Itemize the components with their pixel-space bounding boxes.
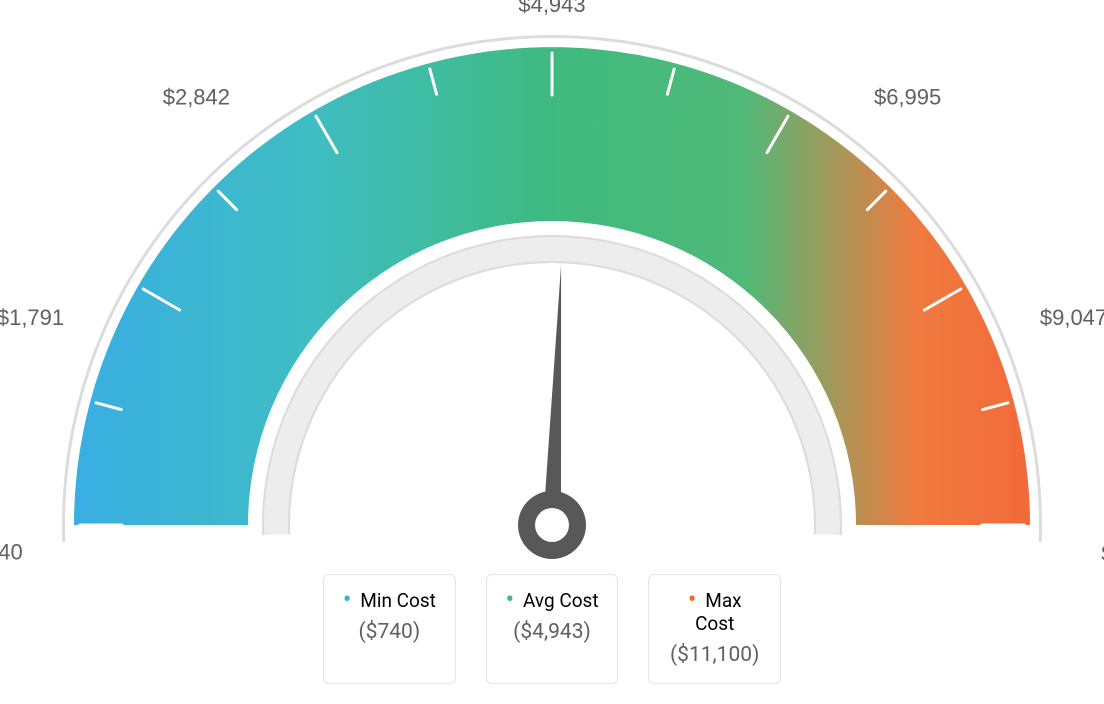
legend-max-label-text: Max Cost	[695, 589, 742, 635]
legend-avg-label: • Avg Cost	[505, 589, 600, 612]
legend-avg-dot: •	[505, 585, 514, 615]
legend-min-dot: •	[343, 585, 352, 615]
legend-max-box: • Max Cost ($11,100)	[648, 574, 781, 684]
gauge-chart: $740$1,791$2,842$4,943$6,995$9,047$11,10…	[0, 0, 1104, 560]
svg-text:$9,047: $9,047	[1040, 305, 1104, 330]
gauge-chart-container: $740$1,791$2,842$4,943$6,995$9,047$11,10…	[0, 0, 1104, 564]
legend-min-box: • Min Cost ($740)	[323, 574, 456, 684]
legend-max-dot: •	[688, 585, 697, 615]
legend-avg-value: ($4,943)	[505, 620, 600, 644]
svg-text:$1,791: $1,791	[0, 305, 64, 330]
legend-min-label-text: Min Cost	[360, 589, 436, 612]
legend-min-value: ($740)	[342, 620, 437, 644]
svg-text:$4,943: $4,943	[518, 0, 585, 17]
svg-text:$6,995: $6,995	[874, 85, 941, 110]
legend-avg-box: • Avg Cost ($4,943)	[486, 574, 619, 684]
legend-min-label: • Min Cost	[342, 589, 437, 612]
legend-avg-label-text: Avg Cost	[523, 589, 599, 612]
svg-text:$2,842: $2,842	[163, 85, 230, 110]
legend-row: • Min Cost ($740) • Avg Cost ($4,943) • …	[283, 564, 821, 704]
legend-max-value: ($11,100)	[667, 643, 762, 667]
svg-text:$740: $740	[0, 540, 23, 560]
legend-max-label: • Max Cost	[667, 589, 762, 635]
